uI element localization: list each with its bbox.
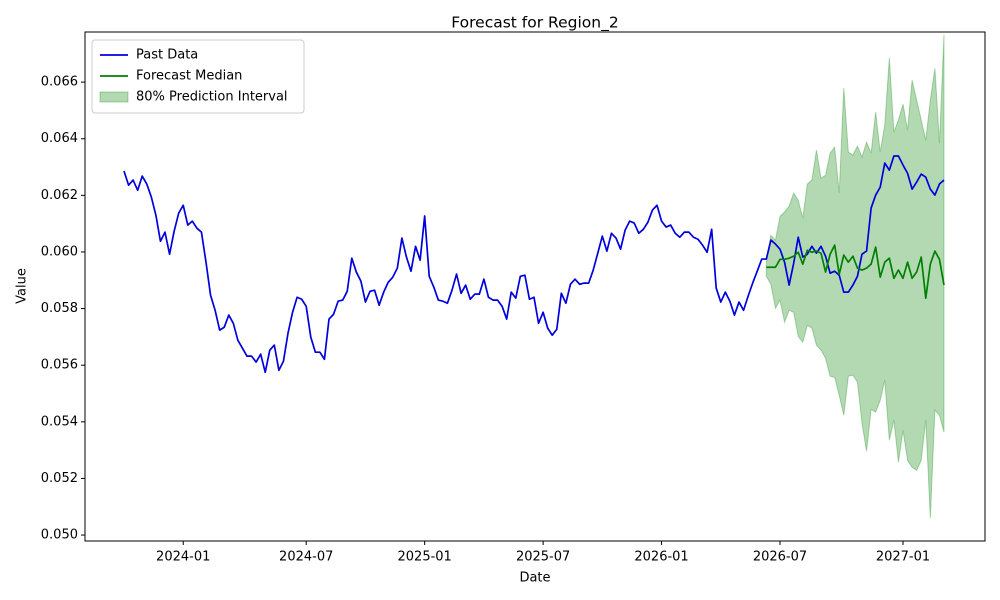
legend-swatch [99,91,129,103]
legend-box [91,39,305,114]
prediction-band [765,34,945,519]
y-tick-label: 0.052 [41,471,78,486]
y-tick-label: 0.056 [41,358,78,373]
y-tick-label: 0.054 [41,414,78,429]
legend-label: Past Data [136,48,198,63]
y-tick-label: 0.050 [41,528,78,543]
legend: Past Data Forecast Median 80% Prediction I… [91,39,305,114]
x-tick-label: 2024-01 [156,550,210,565]
y-tick-label: 0.062 [41,188,78,203]
legend-label: Forecast Median [136,69,242,84]
x-tick-label: 2027-01 [876,550,930,565]
data-line [123,155,945,374]
x-tick-label: 2024-07 [279,550,333,565]
x-tick-label: 2026-01 [634,550,688,565]
x-tick-label: 2026-07 [753,550,807,565]
x-tick-label: 2025-01 [398,550,452,565]
axes-frame [84,31,986,542]
y-axis-label: Value [15,268,30,304]
plot-area: 0.050 0.052 0.054 0.056 0.058 0.060 0.062 0.064… [41,34,945,565]
chart-title: Forecast for Region_2 [451,14,618,33]
y-tick-label: 0.058 [41,301,78,316]
x-axis-label: Date [519,571,550,586]
data-line [766,244,945,299]
y-tick-label: 0.066 [41,75,78,90]
y-tick-label: 0.064 [41,131,78,146]
legend-label: 80% Prediction Interval [136,90,288,105]
x-tick-label: 2025-07 [516,550,570,565]
y-tick-label: 0.060 [41,244,78,259]
